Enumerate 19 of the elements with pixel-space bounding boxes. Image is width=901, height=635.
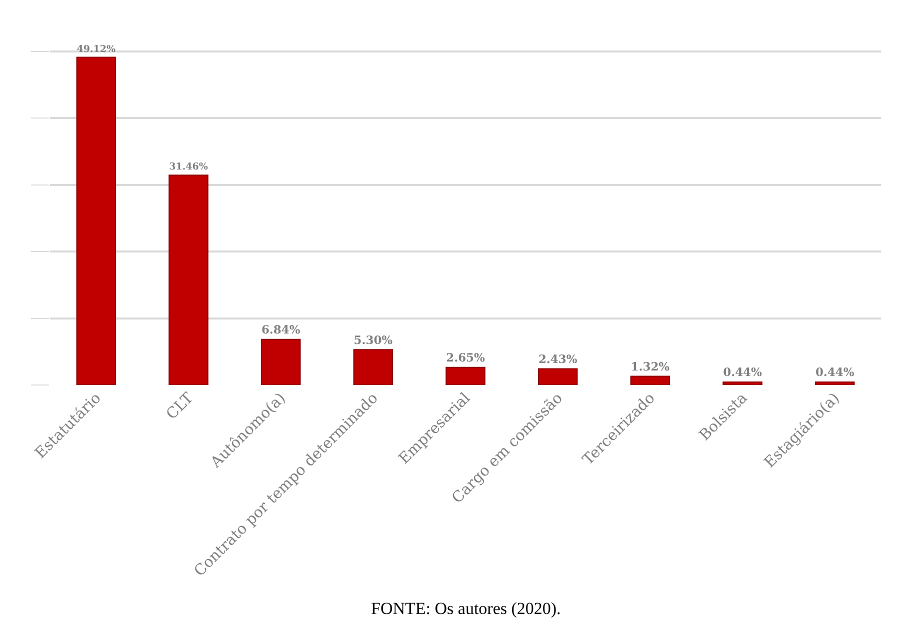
data-label: 0.44%	[815, 365, 854, 380]
bar	[814, 382, 855, 385]
data-label: 31.46%	[169, 162, 208, 173]
source-note: FONTE: Os autores (2020).	[371, 599, 561, 618]
data-label: 1.32%	[630, 359, 670, 374]
bar	[353, 349, 394, 385]
data-label: 49.12%	[76, 44, 116, 55]
data-label: 2.43%	[538, 352, 578, 366]
bar	[168, 174, 208, 385]
bar	[538, 368, 578, 385]
data-label: 6.84%	[261, 322, 300, 336]
bar	[630, 376, 670, 385]
bar	[722, 382, 762, 385]
bar	[446, 366, 486, 385]
data-label: 5.30%	[354, 332, 393, 347]
data-label: 0.44%	[723, 365, 762, 380]
bar	[76, 56, 116, 385]
data-label: 2.65%	[446, 350, 485, 364]
bar	[260, 338, 301, 385]
